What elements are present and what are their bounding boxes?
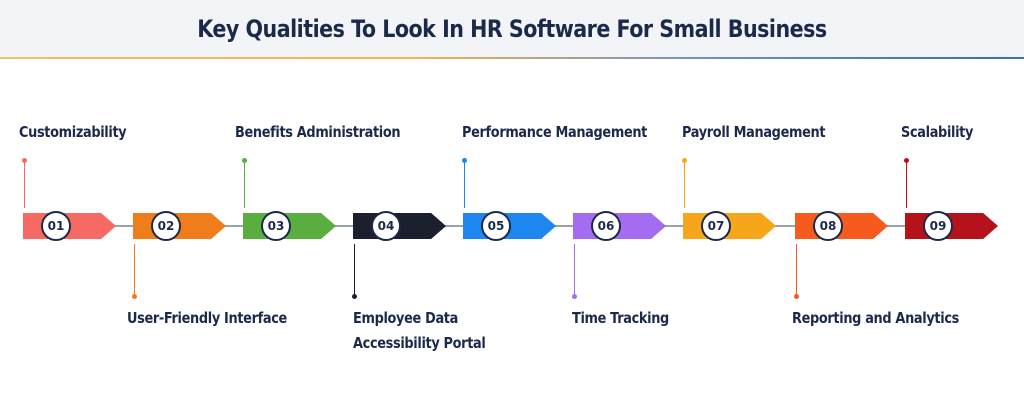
step-4-label-line-2: Accessibility Portal: [353, 334, 486, 352]
step-8-label: Reporting and Analytics: [792, 309, 959, 327]
step-9-connector-stem: [906, 160, 907, 208]
step-8-number-badge: 08: [813, 211, 843, 241]
step-5-number-badge: 05: [481, 211, 511, 241]
step-6-label: Time Tracking: [572, 309, 669, 327]
page-title: Key Qualities To Look In HR Software For…: [197, 15, 827, 43]
step-3-label: Benefits Administration: [235, 123, 401, 141]
step-4-number-badge: 04: [371, 211, 401, 241]
step-3-connector-dot: [242, 158, 247, 163]
step-1-connector-stem: [24, 160, 25, 208]
step-6-connector-stem: [574, 244, 575, 296]
step-1-label: Customizability: [19, 123, 127, 141]
step-5-connector-dot: [462, 158, 467, 163]
step-4-connector-stem: [354, 244, 355, 296]
step-7-connector-dot: [682, 158, 687, 163]
step-6-number-badge: 06: [591, 211, 621, 241]
step-7-connector-stem: [684, 160, 685, 208]
step-5-connector-stem: [464, 160, 465, 208]
step-8-connector-dot: [794, 294, 799, 299]
step-3-number-badge: 03: [261, 211, 291, 241]
step-2-number-badge: 02: [151, 211, 181, 241]
connector-line: [553, 225, 577, 227]
connector-line: [663, 225, 687, 227]
connector-line: [113, 225, 137, 227]
step-1-connector-dot: [22, 158, 27, 163]
step-6-connector-dot: [572, 294, 577, 299]
title-underline: [0, 57, 1024, 59]
title-bar: Key Qualities To Look In HR Software For…: [0, 0, 1024, 58]
connector-line: [773, 225, 797, 227]
step-2-connector-stem: [134, 244, 135, 296]
step-2-connector-dot: [132, 294, 137, 299]
step-1-number-badge: 01: [41, 211, 71, 241]
connector-line: [223, 225, 247, 227]
step-7-label: Payroll Management: [682, 123, 826, 141]
step-8-connector-stem: [796, 244, 797, 296]
step-7-number-badge: 07: [701, 211, 731, 241]
step-9-label: Scalability: [901, 123, 974, 141]
step-5-label: Performance Management: [462, 123, 648, 141]
step-4-connector-dot: [352, 294, 357, 299]
step-3-connector-stem: [244, 160, 245, 208]
connector-line: [883, 225, 907, 227]
connector-line: [333, 225, 357, 227]
connector-line: [443, 225, 467, 227]
step-9-number-badge: 09: [923, 211, 953, 241]
step-9-connector-dot: [904, 158, 909, 163]
step-4-label-line-1: Employee Data: [353, 309, 458, 327]
step-2-label: User-Friendly Interface: [127, 309, 287, 327]
